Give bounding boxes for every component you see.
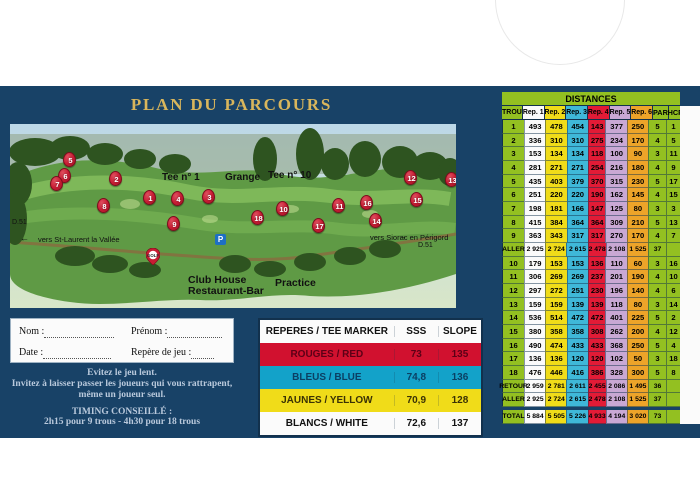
- svg-text:GOLF: GOLF: [147, 253, 159, 258]
